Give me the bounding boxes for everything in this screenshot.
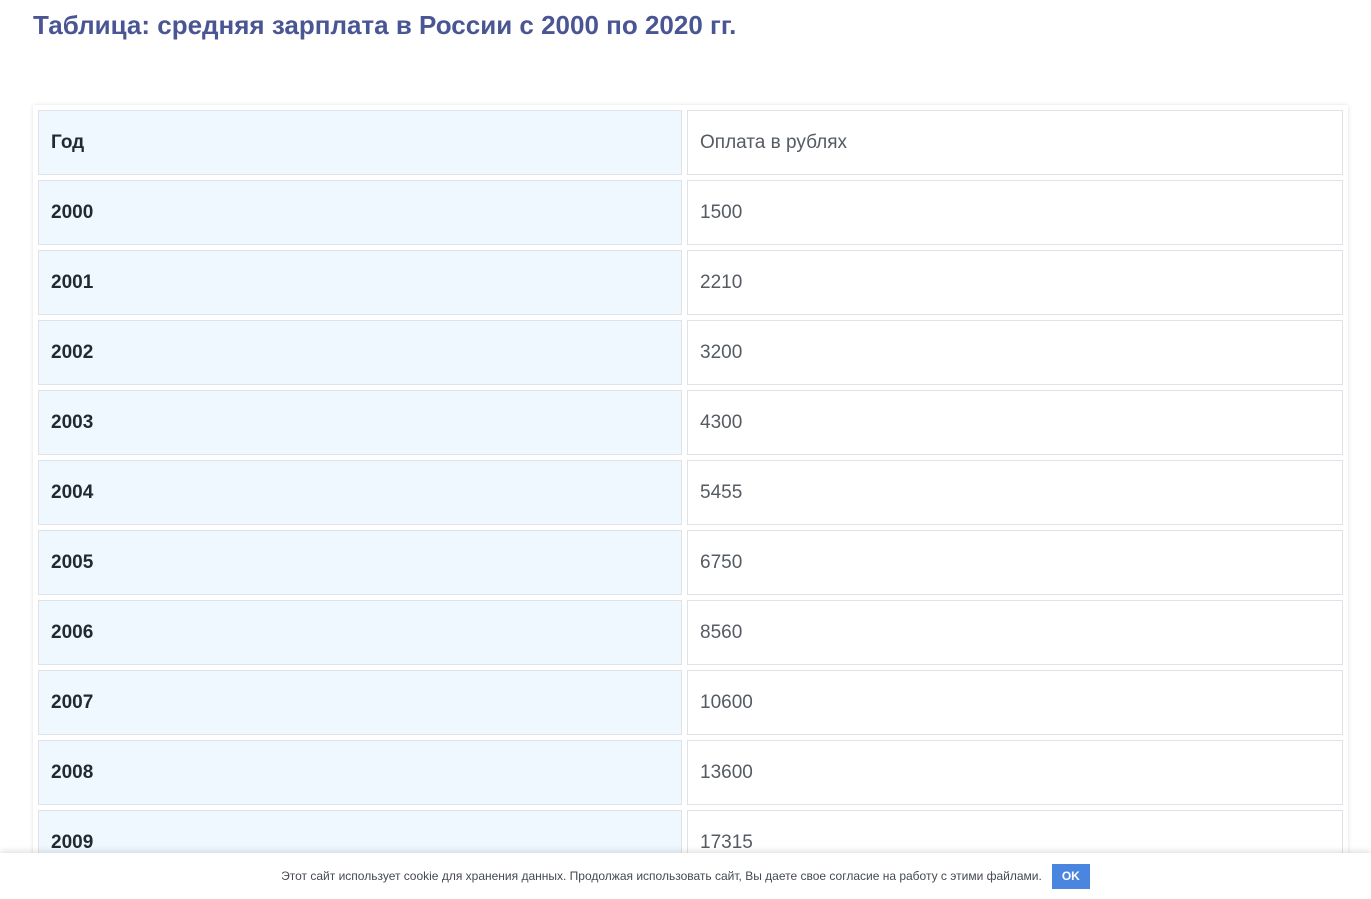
- table-row: 2005 6750: [38, 530, 1343, 595]
- table-row: 2008 13600: [38, 740, 1343, 805]
- cookie-ok-button[interactable]: OK: [1051, 863, 1090, 889]
- table-row: 2006 8560: [38, 600, 1343, 665]
- table-header-row: Год Оплата в рублях: [38, 110, 1343, 175]
- table-row: 2003 4300: [38, 390, 1343, 455]
- table-row: 2004 5455: [38, 460, 1343, 525]
- table-row: 2000 1500: [38, 180, 1343, 245]
- cookie-consent-bar: Этот сайт использует cookie для хранения…: [0, 853, 1371, 899]
- salary-column-header: Оплата в рублях: [687, 110, 1343, 175]
- year-cell: 2005: [38, 530, 682, 595]
- salary-cell: 13600: [687, 740, 1343, 805]
- table-row: 2007 10600: [38, 670, 1343, 735]
- page-title: Таблица: средняя зарплата в России с 200…: [33, 10, 737, 40]
- salary-table-container: Год Оплата в рублях 2000 1500 2001 2210 …: [33, 105, 1348, 885]
- year-cell: 2008: [38, 740, 682, 805]
- year-cell: 2007: [38, 670, 682, 735]
- year-cell: 2000: [38, 180, 682, 245]
- salary-cell: 10600: [687, 670, 1343, 735]
- year-cell: 2002: [38, 320, 682, 385]
- year-cell: 2004: [38, 460, 682, 525]
- year-cell: 2006: [38, 600, 682, 665]
- year-cell: 2003: [38, 390, 682, 455]
- salary-cell: 5455: [687, 460, 1343, 525]
- salary-cell: 3200: [687, 320, 1343, 385]
- salary-cell: 2210: [687, 250, 1343, 315]
- table-row: 2001 2210: [38, 250, 1343, 315]
- table-row: 2002 3200: [38, 320, 1343, 385]
- year-cell: 2001: [38, 250, 682, 315]
- salary-cell: 4300: [687, 390, 1343, 455]
- salary-cell: 8560: [687, 600, 1343, 665]
- salary-table: Год Оплата в рублях 2000 1500 2001 2210 …: [33, 105, 1348, 880]
- cookie-consent-text: Этот сайт использует cookie для хранения…: [281, 869, 1042, 883]
- year-column-header: Год: [38, 110, 682, 175]
- salary-cell: 1500: [687, 180, 1343, 245]
- salary-cell: 6750: [687, 530, 1343, 595]
